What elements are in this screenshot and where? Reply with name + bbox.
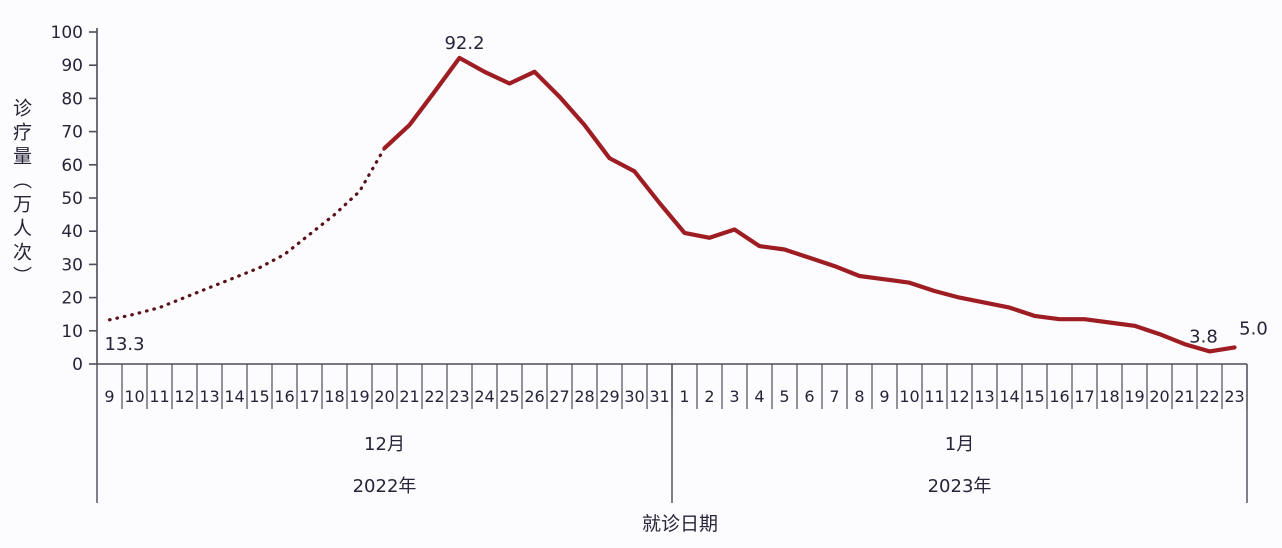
day-label: 27 [549, 387, 569, 406]
day-label: 24 [474, 387, 494, 406]
day-label: 20 [1149, 387, 1169, 406]
day-label: 28 [574, 387, 594, 406]
day-label: 23 [1224, 387, 1244, 406]
y-tick-label: 100 [51, 23, 83, 43]
y-tick-label: 0 [72, 355, 83, 375]
day-label: 16 [1049, 387, 1069, 406]
day-label: 21 [399, 387, 419, 406]
series-line-solid [382, 55, 1237, 354]
day-label: 7 [829, 387, 839, 406]
day-label: 21 [1174, 387, 1194, 406]
day-label: 4 [754, 387, 764, 406]
y-axis-title: 诊疗量（万人次） [10, 98, 32, 290]
y-tick-label: 40 [61, 222, 83, 242]
day-label: 9 [879, 387, 889, 406]
day-label: 15 [1024, 387, 1044, 406]
y-tick-label: 90 [61, 56, 83, 76]
y-tick-label: 60 [61, 156, 83, 176]
year-label: 2022年 [353, 476, 417, 497]
day-label: 14 [224, 387, 244, 406]
point-label: 3.8 [1189, 326, 1218, 347]
day-label: 11 [149, 387, 169, 406]
day-label: 12 [949, 387, 969, 406]
y-tick-label: 70 [61, 123, 83, 143]
y-tick-label: 10 [61, 322, 83, 342]
day-label: 13 [199, 387, 219, 406]
day-label: 31 [649, 387, 669, 406]
day-label: 22 [1199, 387, 1219, 406]
day-label: 18 [324, 387, 344, 406]
y-tick-label: 50 [61, 189, 83, 209]
point-label: 5.0 [1239, 318, 1268, 339]
day-label: 19 [349, 387, 369, 406]
day-label: 2 [704, 387, 714, 406]
day-label: 5 [779, 387, 789, 406]
day-label: 17 [1074, 387, 1094, 406]
day-label: 20 [374, 387, 394, 406]
y-tick-label: 20 [61, 289, 83, 309]
day-label: 18 [1099, 387, 1119, 406]
day-label: 30 [624, 387, 644, 406]
point-label: 13.3 [105, 334, 145, 355]
y-tick-label: 80 [61, 89, 83, 109]
point-label: 92.2 [444, 33, 484, 54]
day-label: 29 [599, 387, 619, 406]
day-label: 17 [299, 387, 319, 406]
day-label: 23 [449, 387, 469, 406]
day-label: 19 [1124, 387, 1144, 406]
day-label: 16 [274, 387, 294, 406]
day-label: 6 [804, 387, 814, 406]
day-label: 25 [499, 387, 519, 406]
day-label: 10 [899, 387, 919, 406]
day-label: 9 [104, 387, 114, 406]
day-label: 15 [249, 387, 269, 406]
day-label: 1 [679, 387, 689, 406]
day-label: 10 [124, 387, 144, 406]
day-label: 14 [999, 387, 1019, 406]
day-label: 8 [854, 387, 864, 406]
month-label: 12月 [364, 434, 405, 455]
x-axis-title: 就诊日期 [641, 513, 718, 535]
month-label: 1月 [945, 434, 974, 455]
y-tick-label: 30 [61, 255, 83, 275]
day-label: 12 [174, 387, 194, 406]
series-line-dotted [107, 146, 387, 322]
day-label: 26 [524, 387, 544, 406]
day-label: 3 [729, 387, 739, 406]
day-label: 11 [924, 387, 944, 406]
year-label: 2023年 [928, 476, 992, 497]
day-label: 22 [424, 387, 444, 406]
day-label: 13 [974, 387, 994, 406]
